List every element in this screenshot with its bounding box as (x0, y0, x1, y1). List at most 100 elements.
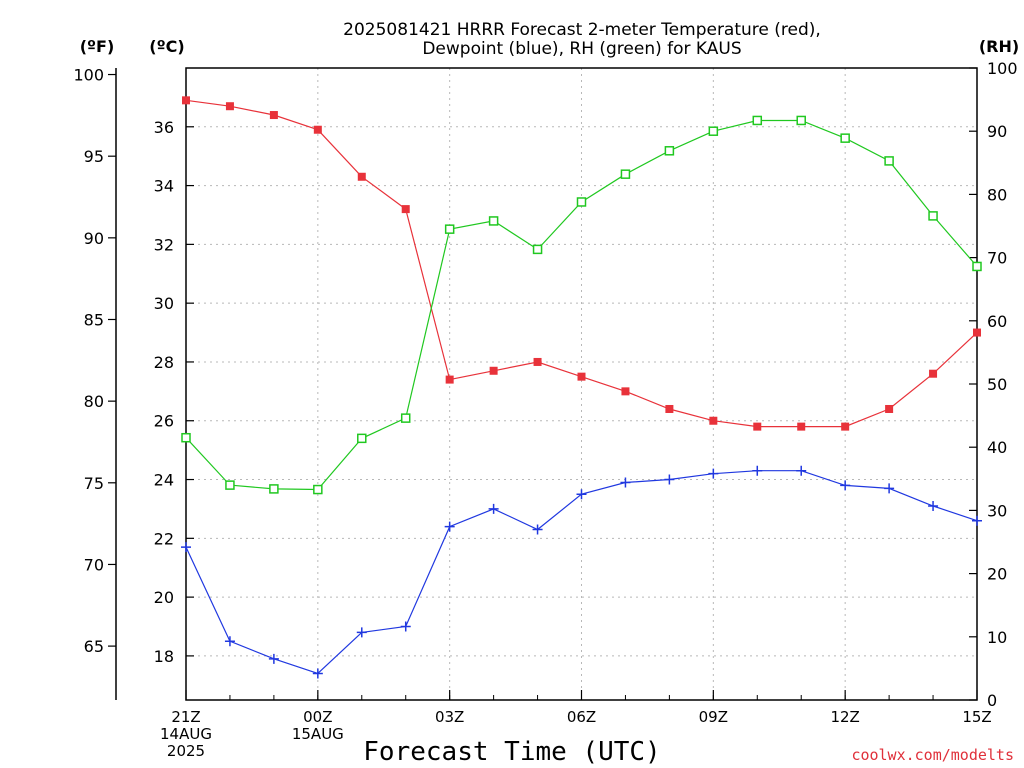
data-point (753, 422, 762, 431)
rh-tick-label: 70 (987, 249, 1007, 268)
celsius-axis-ticks: 18 20 22 24 26 28 30 32 34 36 (154, 118, 194, 666)
data-point (884, 156, 894, 166)
f-tick-label: 100 (73, 66, 104, 85)
x-tick-label: 2025 (167, 742, 205, 760)
x-tick-label: 03Z (435, 708, 464, 726)
data-point (577, 372, 586, 381)
data-point (664, 474, 675, 485)
x-axis-label: Forecast Time (UTC) (363, 737, 660, 767)
x-tick-label: 09Z (699, 708, 728, 726)
plot-frame (185, 67, 978, 701)
data-point (533, 357, 542, 366)
data-point (181, 432, 191, 443)
data-point (664, 146, 675, 156)
grid-lines (186, 68, 977, 700)
data-point (268, 653, 279, 664)
c-tick-label: 18 (154, 647, 174, 666)
rh-tick-label: 60 (987, 312, 1007, 331)
data-point (182, 96, 190, 105)
chart-title-line1: 2025081421 HRRR Forecast 2-meter Tempera… (343, 20, 821, 40)
data-point (929, 369, 938, 378)
data-point (841, 422, 850, 431)
data-point (313, 125, 322, 134)
f-tick-label: 85 (84, 310, 104, 329)
data-point (620, 477, 631, 488)
data-point (488, 216, 499, 226)
x-tick-label: 06Z (567, 708, 596, 726)
x-tick-label: 15Z (962, 708, 991, 726)
data-point (400, 621, 411, 632)
data-point (532, 524, 543, 535)
data-point (708, 468, 719, 479)
x-tick-label: 15AUG (292, 725, 344, 743)
data-point (225, 480, 235, 490)
data-point (576, 489, 587, 500)
data-point (928, 211, 938, 221)
c-tick-label: 26 (154, 412, 174, 431)
f-tick-label: 75 (84, 474, 104, 493)
credit-text: coolwx.com/modelts (851, 746, 1014, 764)
series-temperature (182, 96, 981, 431)
data-point (796, 465, 807, 476)
data-point (621, 387, 630, 396)
data-point (401, 205, 410, 214)
data-point (357, 172, 366, 181)
x-tick-label: 14AUG (160, 725, 212, 743)
data-point (224, 636, 235, 647)
data-point (444, 224, 455, 234)
rh-unit-label: (RH) (979, 37, 1019, 56)
data-point (620, 169, 631, 179)
data-point (752, 115, 763, 126)
c-tick-label: 36 (154, 118, 174, 137)
rh-tick-label: 90 (987, 122, 1007, 141)
data-point (269, 484, 279, 494)
rh-tick-label: 10 (987, 628, 1007, 647)
f-tick-label: 90 (84, 229, 104, 248)
data-point (665, 404, 674, 413)
data-point (972, 515, 982, 526)
data-point (313, 484, 323, 495)
c-tick-label: 34 (154, 177, 174, 196)
data-point (709, 416, 718, 425)
c-tick-label: 22 (154, 529, 174, 548)
data-point (225, 102, 234, 111)
data-point (840, 480, 851, 491)
f-tick-label: 80 (84, 392, 104, 411)
f-tick-label: 65 (84, 637, 104, 656)
data-point (532, 244, 543, 255)
data-point (445, 375, 454, 384)
data-point (488, 503, 499, 514)
chart-title-line2: Dewpoint (blue), RH (green) for KAUS (422, 39, 741, 59)
f-tick-label: 70 (84, 555, 104, 574)
data-point (973, 328, 981, 337)
c-tick-label: 28 (154, 353, 174, 372)
series-rh (181, 115, 982, 495)
data-point (400, 413, 411, 423)
x-tick-label: 00Z (303, 708, 332, 726)
c-tick-label: 24 (154, 471, 174, 490)
fahrenheit-axis-ticks: 65 70 75 80 85 90 95 100 (73, 66, 116, 656)
data-point (444, 521, 455, 532)
rh-axis-ticks: 0 10 20 30 40 50 60 70 80 90 100 (969, 59, 1018, 710)
x-tick-label: 12Z (830, 708, 859, 726)
rh-tick-label: 0 (987, 691, 997, 710)
c-tick-label: 30 (154, 294, 174, 313)
x-tick-label: 21Z (171, 708, 200, 726)
data-point (840, 133, 850, 143)
data-point (885, 404, 894, 413)
fahrenheit-unit-label: (ºF) (80, 37, 115, 56)
data-point (797, 422, 806, 431)
rh-tick-label: 30 (987, 501, 1007, 520)
data-series (181, 96, 982, 679)
f-tick-label: 95 (84, 147, 104, 166)
data-point (576, 197, 587, 207)
c-tick-label: 32 (154, 235, 174, 254)
data-point (357, 433, 367, 444)
data-point (752, 465, 763, 476)
data-point (356, 627, 367, 638)
rh-tick-label: 100 (987, 59, 1018, 78)
data-point (884, 483, 895, 494)
data-point (928, 500, 939, 511)
